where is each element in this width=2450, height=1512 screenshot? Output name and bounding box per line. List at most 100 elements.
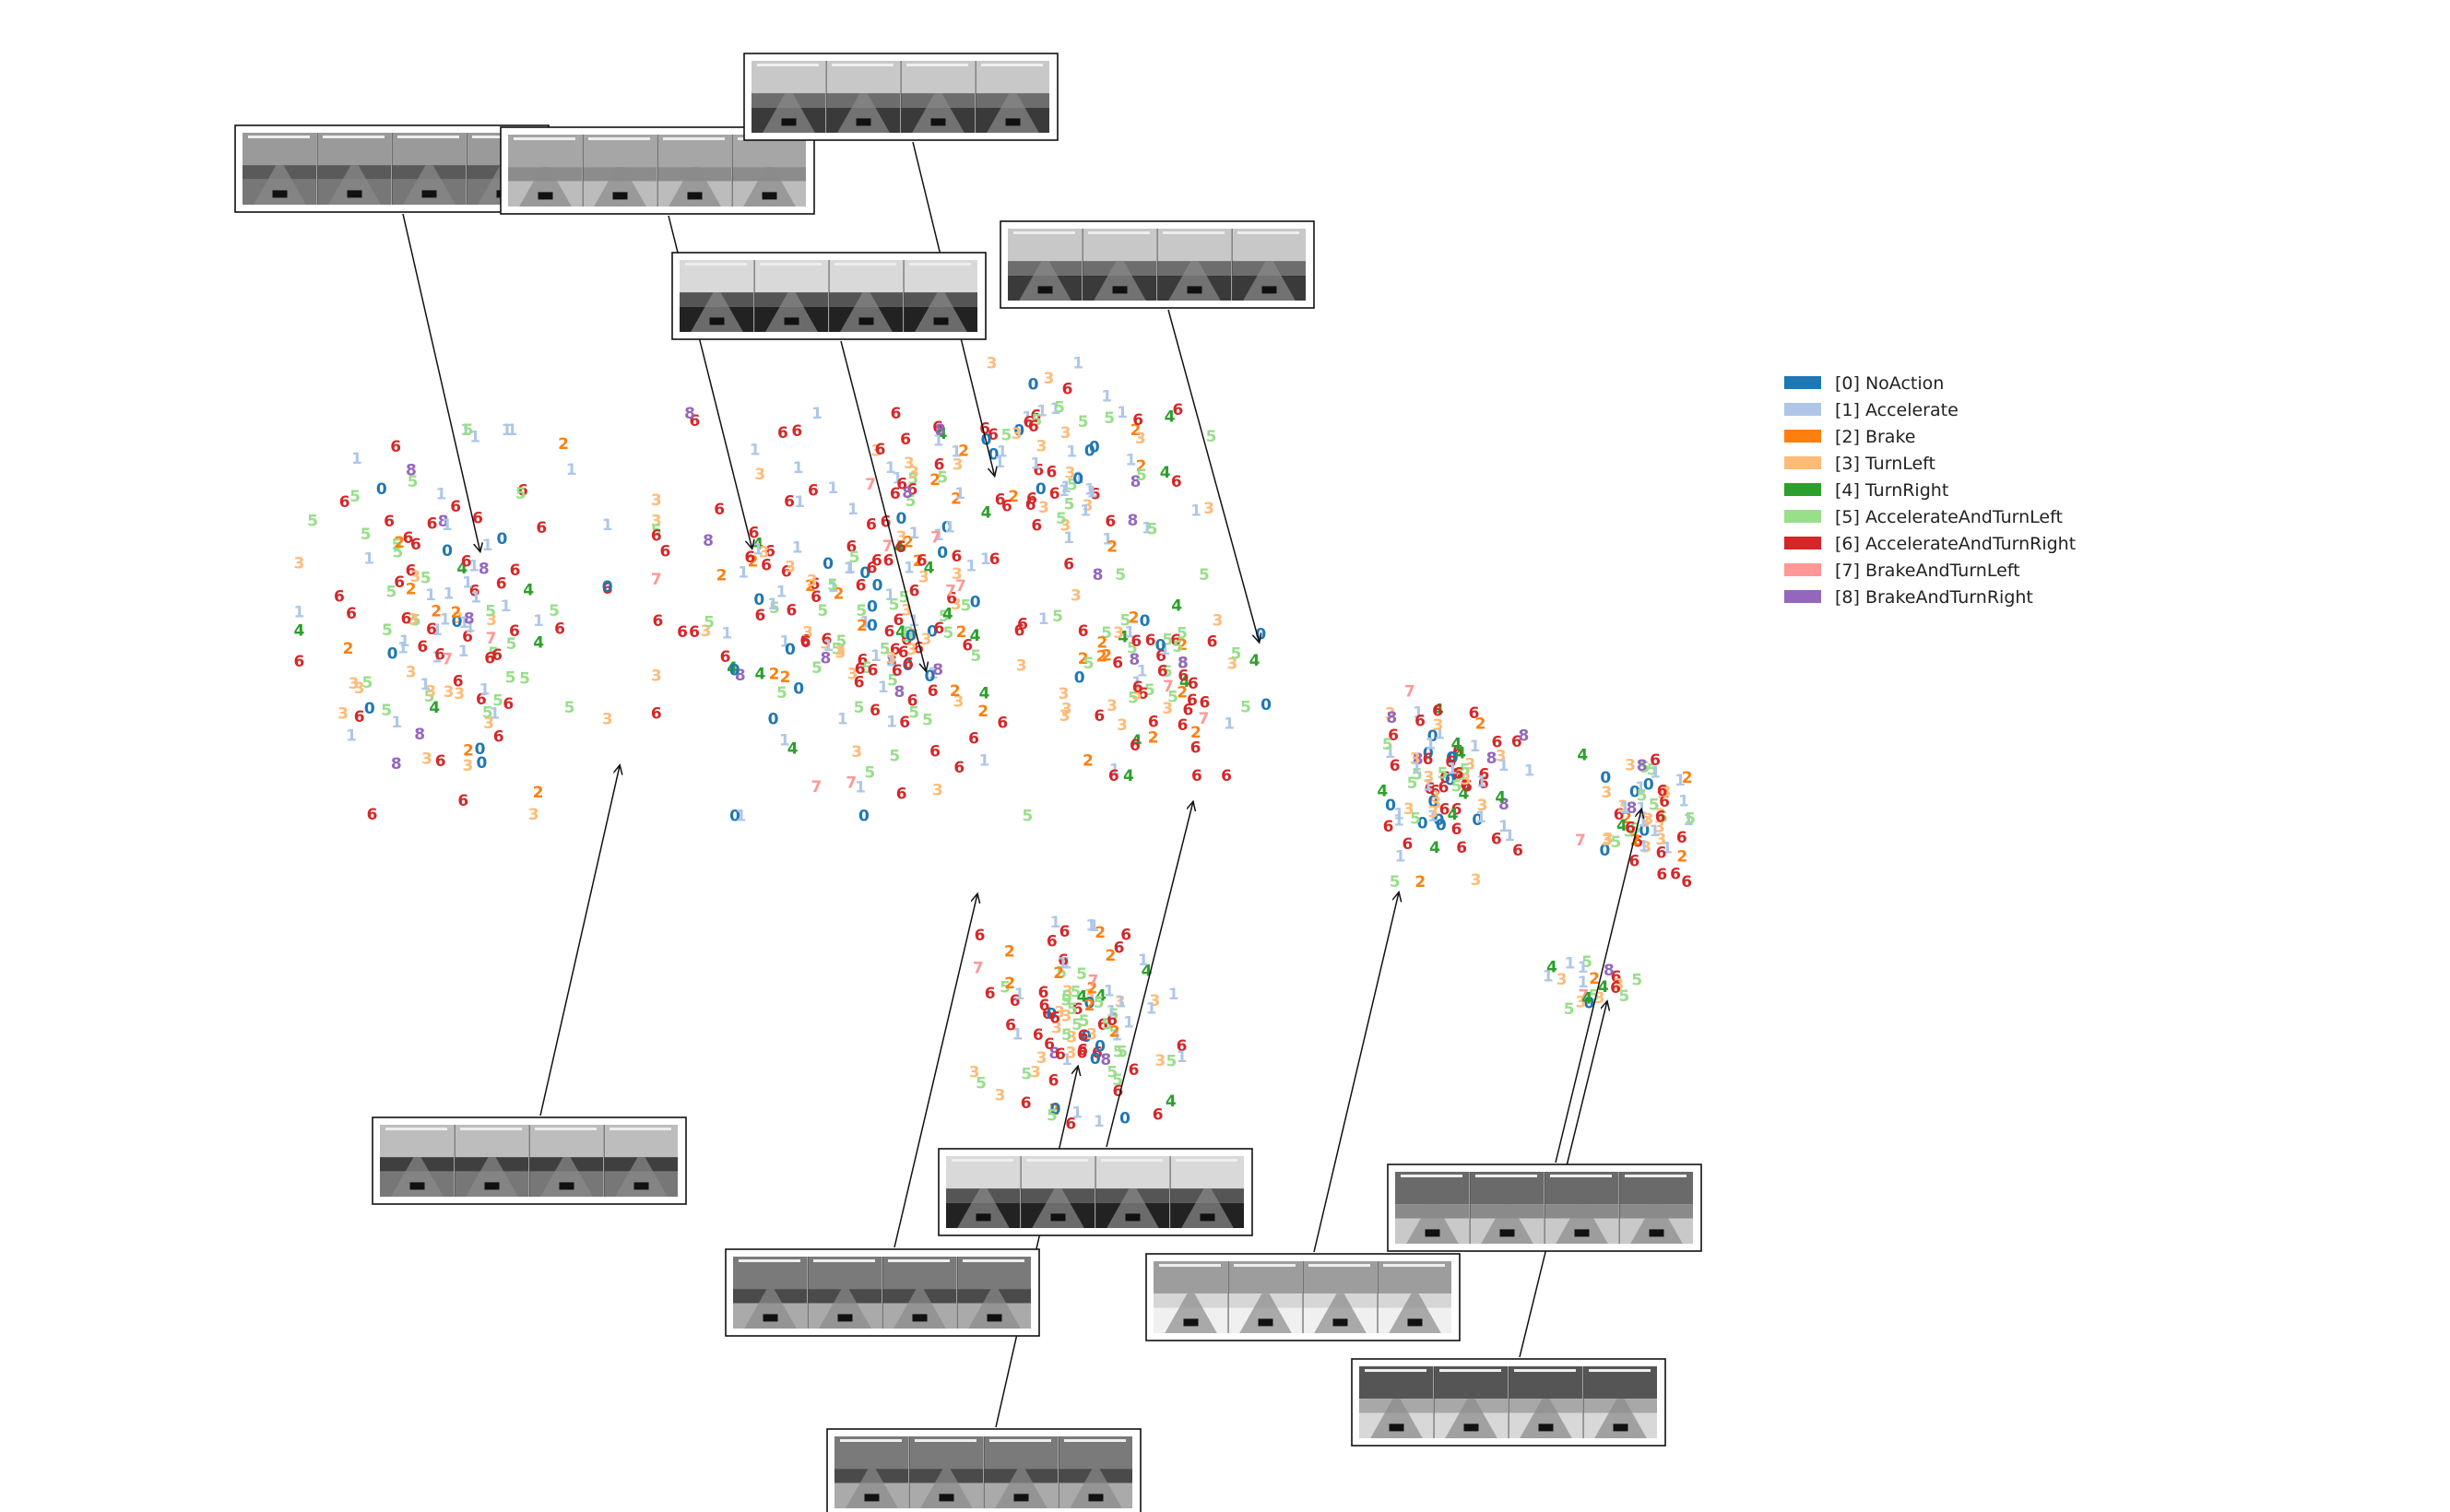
thumb-right-sand: [1351, 1358, 1666, 1447]
scatter-point-label-6: 6: [868, 661, 879, 679]
scatter-point-label-5: 5: [1657, 809, 1668, 827]
frame-thumbnails: [234, 53, 1702, 1512]
scatter-point-label-6: 6: [1432, 703, 1443, 721]
scatter-point-label-6: 6: [1026, 490, 1037, 509]
scatter-point-label-5: 5: [1166, 1053, 1177, 1071]
scatter-point-label-6: 6: [985, 985, 996, 1003]
scatter-point-label-6: 6: [1491, 830, 1502, 848]
scatter-point-label-5: 5: [349, 488, 361, 506]
scatter-point-label-1: 1: [1137, 663, 1148, 681]
scatter-point-label-3: 3: [1054, 1004, 1065, 1022]
scatter-point-label-5: 5: [939, 608, 950, 626]
scatter-point-label-1: 1: [1094, 1113, 1105, 1131]
scatter-point-label-6: 6: [892, 662, 903, 680]
scatter-point-label-6: 6: [855, 660, 866, 679]
scatter-point-label-0: 0: [442, 542, 453, 561]
scatter-point-label-3: 3: [421, 750, 432, 768]
scatter-point-label-0: 0: [859, 564, 870, 583]
scatter-point-label-6: 6: [906, 481, 917, 500]
scatter-point-label-6: 6: [1129, 1061, 1140, 1080]
scatter-point-label-5: 5: [1231, 645, 1242, 664]
thumb-top-left-2: [500, 126, 815, 215]
scatter-point-label-1: 1: [1524, 762, 1535, 781]
scatter-point-label-4: 4: [1451, 735, 1462, 753]
scatter-point-label-3: 3: [1066, 1029, 1077, 1047]
thumb-bottom-left-arrow: [539, 765, 620, 1116]
scatter-point-label-5: 5: [463, 421, 474, 440]
scatter-point-label-6: 6: [1187, 691, 1198, 710]
scatter-point-label-6: 6: [293, 653, 304, 671]
scatter-point-label-8: 8: [820, 650, 831, 668]
scatter-point-label-2: 2: [1008, 488, 1019, 506]
scatter-point-label-0: 0: [858, 808, 870, 826]
scatter-point-label-1: 1: [363, 550, 374, 569]
scatter-point-label-3: 3: [834, 644, 846, 663]
scatter-point-label-8: 8: [1604, 962, 1615, 980]
scatter-point-label-5: 5: [1083, 655, 1095, 673]
scatter-point-label-4: 4: [523, 582, 534, 600]
scatter-point-label-6: 6: [953, 759, 965, 777]
scatter-point-label-7: 7: [1198, 710, 1209, 728]
scatter-point-label-2: 2: [1630, 832, 1641, 850]
scatter-point-label-5: 5: [385, 584, 396, 602]
scatter-point-label-6: 6: [899, 714, 910, 732]
scatter-point-label-3: 3: [987, 354, 998, 372]
scatter-point-label-3: 3: [918, 569, 929, 587]
scatter-point-label-6: 6: [1383, 818, 1394, 836]
scatter-point-label-6: 6: [1614, 806, 1625, 824]
scatter-point-label-6: 6: [410, 536, 421, 554]
scatter-point-label-4: 4: [1160, 464, 1171, 482]
scatter-point-label-0: 0: [387, 644, 398, 663]
scatter-point-label-6: 6: [720, 648, 731, 667]
scatter-point-label-5: 5: [1382, 736, 1393, 754]
scatter-point-label-1: 1: [775, 583, 787, 601]
scatter-point-label-5: 5: [849, 549, 860, 567]
scatter-point-label-1: 1: [933, 432, 944, 451]
scatter-point-label-4: 4: [1616, 817, 1627, 835]
scatter-point-label-5: 5: [835, 632, 846, 651]
scatter-point-label-6: 6: [1628, 853, 1639, 871]
scatter-point-label-6: 6: [334, 588, 345, 607]
scatter-point-label-1: 1: [1115, 994, 1126, 1012]
scatter-point-label-3: 3: [785, 558, 796, 576]
scatter-point-label-2: 2: [1105, 947, 1116, 965]
scatter-point-label-1: 1: [351, 450, 362, 468]
legend-swatch-3: [1784, 456, 1821, 469]
scatter-point-label-6: 6: [1512, 842, 1523, 860]
scatter-point-label-5: 5: [1589, 986, 1600, 1005]
scatter-point-label-5: 5: [1412, 765, 1423, 784]
scatter-point-label-6: 6: [932, 419, 943, 437]
scatter-point-label-6: 6: [867, 559, 878, 577]
scatter-point-label-6: 6: [1046, 463, 1057, 481]
scatter-point-label-2: 2: [1676, 848, 1687, 867]
scatter-point-label-6: 6: [979, 419, 990, 438]
scatter-point-label-3: 3: [1012, 425, 1023, 443]
scatter-point-label-5: 5: [1455, 766, 1466, 785]
scatter-point-label-6: 6: [1469, 704, 1480, 723]
scatter-point-label-1: 1: [994, 454, 1005, 472]
scatter-point-label-6: 6: [496, 575, 507, 594]
scatter-point-label-1: 1: [1104, 982, 1115, 1000]
scatter-point-label-1: 1: [566, 461, 577, 479]
scatter-point-label-5: 5: [907, 470, 918, 489]
scatter-point-label-0: 0: [753, 591, 764, 609]
scatter-point-label-3: 3: [1430, 795, 1441, 813]
scatter-point-label-5: 5: [1056, 510, 1067, 528]
scatter-point-label-1: 1: [1038, 610, 1049, 629]
scatter-point-label-1: 1: [1662, 840, 1673, 858]
scatter-point-label-2: 2: [769, 665, 780, 683]
scatter-point-label-5: 5: [880, 641, 891, 659]
scatter-point-label-2: 2: [1130, 421, 1142, 440]
scatter-point-label-3: 3: [1603, 830, 1614, 848]
scatter-point-label-1: 1: [1619, 799, 1630, 818]
scatter-point-label-6: 6: [510, 561, 521, 580]
scatter-point-label-6: 6: [1478, 774, 1489, 793]
scatter-point-label-1: 1: [425, 586, 436, 605]
scatter-point-label-1: 1: [1498, 757, 1509, 775]
scatter-point-label-5: 5: [776, 684, 787, 703]
thumb-bottom-tunnel-a: [725, 1248, 1040, 1337]
scatter-point-label-1: 1: [828, 578, 839, 597]
scatter-point-label-5: 5: [519, 669, 530, 688]
scatter-point-label-6: 6: [1094, 707, 1105, 726]
scatter-point-label-1: 1: [397, 640, 408, 658]
